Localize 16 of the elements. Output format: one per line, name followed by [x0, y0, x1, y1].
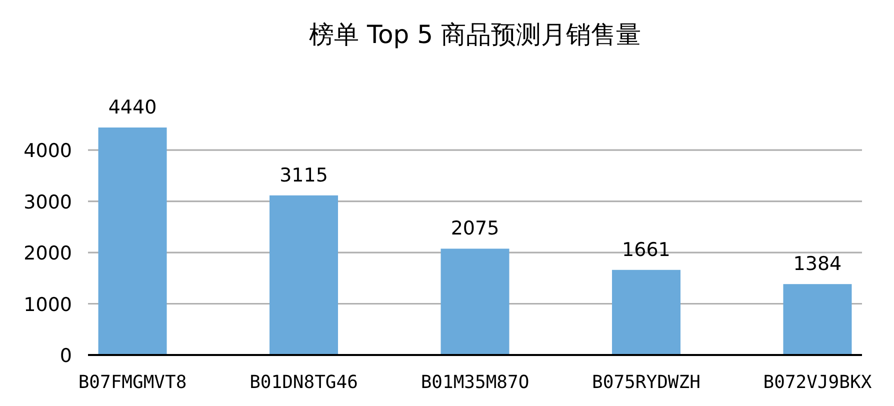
xtick: B072VJ9BKX [763, 372, 872, 393]
ytick: 0 [60, 345, 72, 367]
xtick: B01DN8TG46 [250, 372, 358, 393]
data-label: 1661 [622, 238, 670, 261]
data-label: 4440 [108, 96, 157, 118]
data-label: 1384 [793, 253, 842, 276]
xtick: B01M35M87O [420, 372, 530, 393]
ytick: 3000 [24, 191, 72, 214]
xtick: B07FMGMVT8 [78, 372, 187, 393]
xtick: B075RYDWZH [592, 372, 700, 393]
title: 榜单 Top 5 商品预测月销售量 [309, 20, 641, 49]
data-label: 3115 [280, 164, 328, 186]
ytick: 4000 [24, 140, 72, 162]
data-label: 2075 [450, 218, 500, 240]
ytick: 1000 [24, 294, 72, 316]
ytick: 2000 [24, 242, 72, 265]
